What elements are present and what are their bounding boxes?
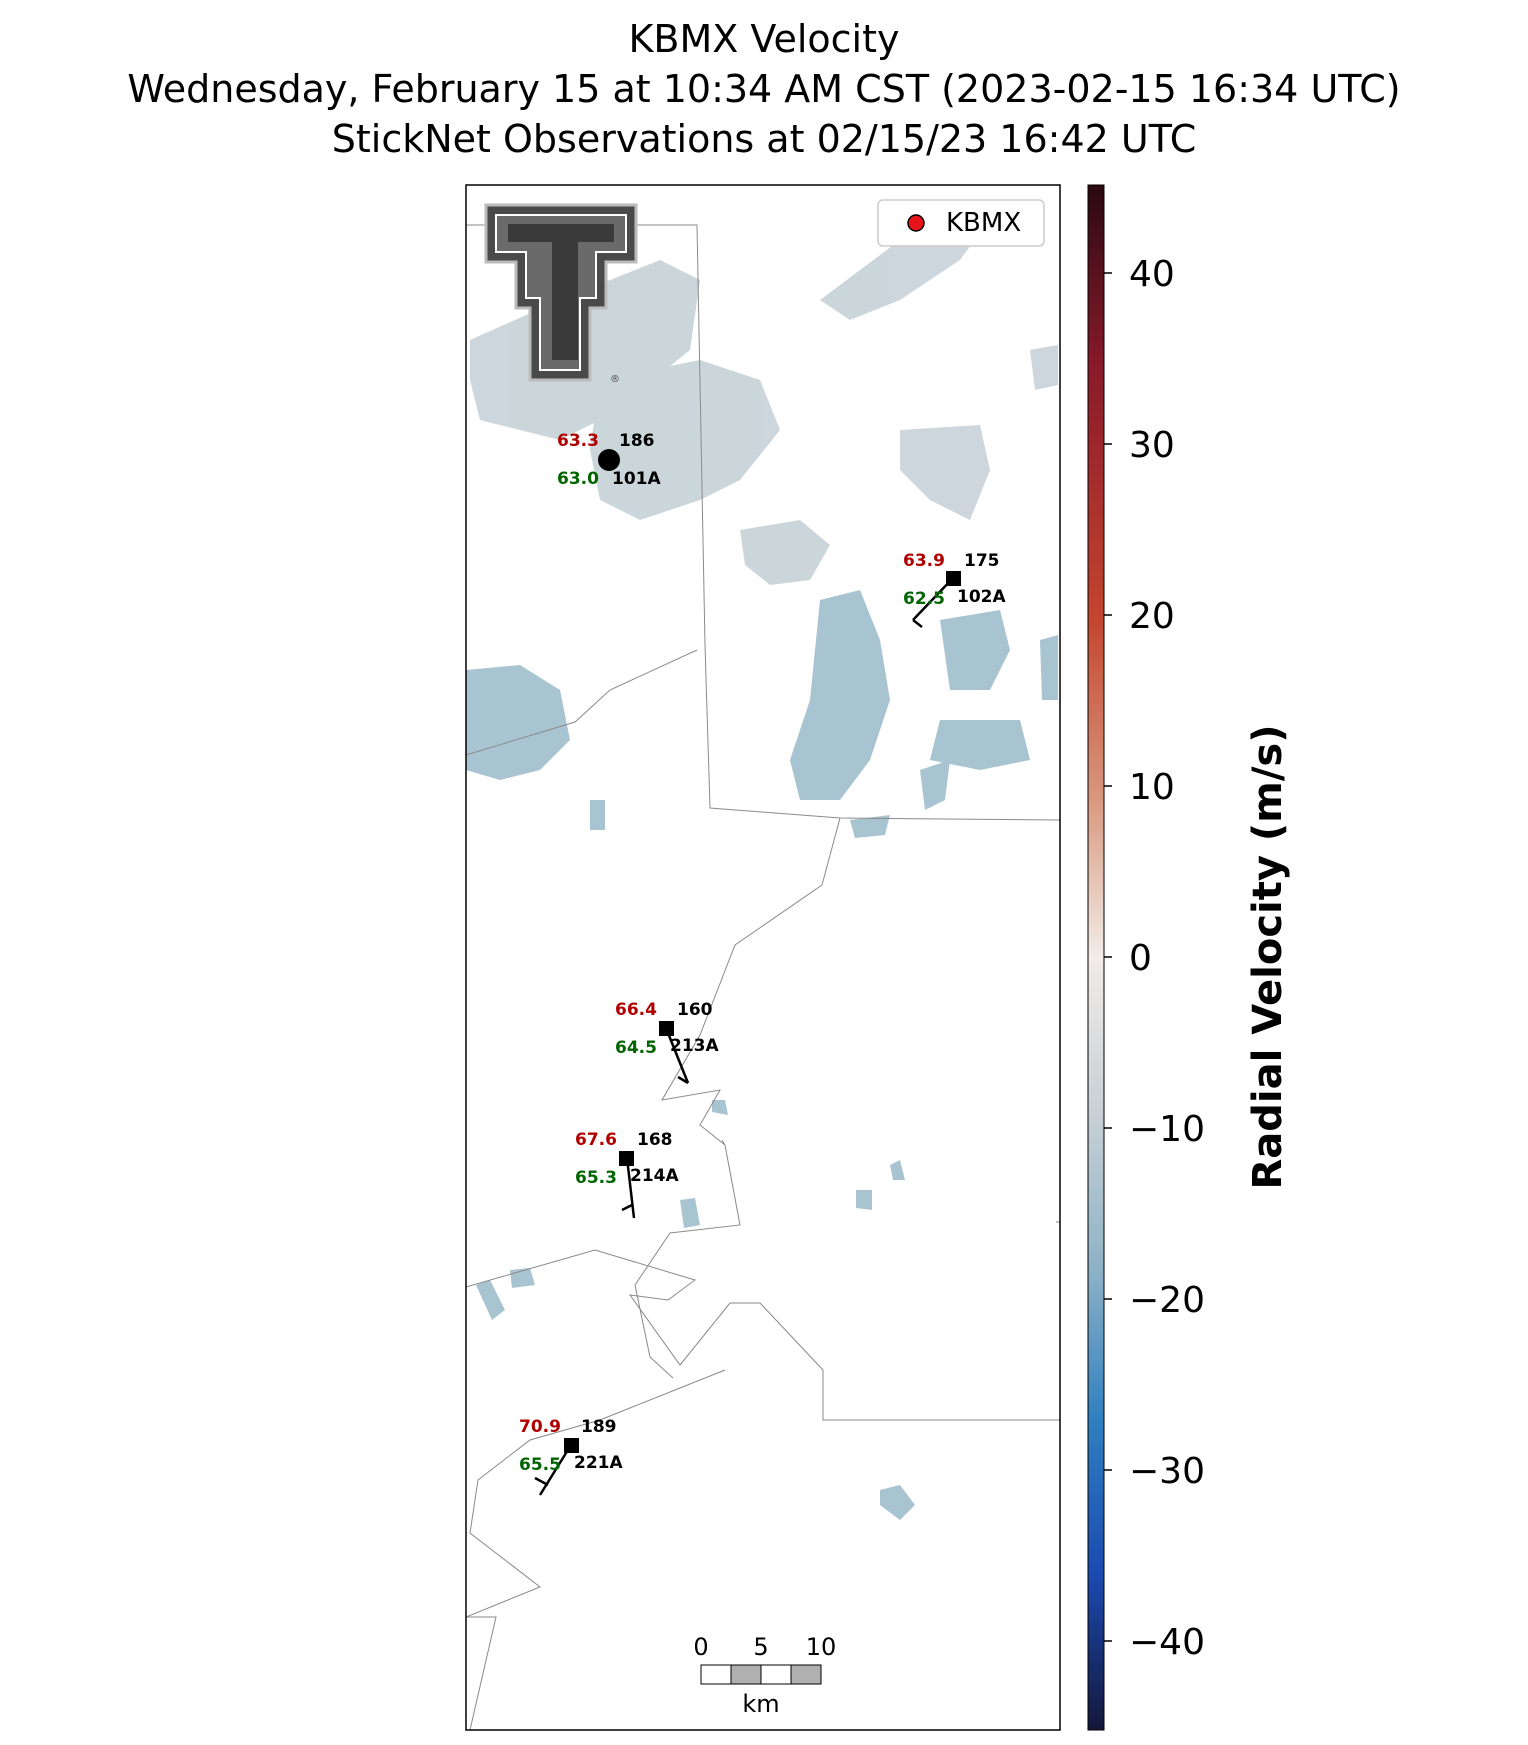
radar-site-legend-marker: [907, 214, 925, 232]
map-title: KBMX Velocity: [628, 17, 900, 61]
station-102A: 63.9 175 62.5 102A: [903, 551, 1006, 628]
map-subtitle-observations: StickNet Observations at 02/15/23 16:42 …: [331, 117, 1197, 161]
station-temperature: 70.9: [519, 1417, 561, 1437]
station-dewpoint: 62.5: [903, 589, 945, 609]
station-213A: 66.4 160 64.5 213A: [615, 1000, 719, 1085]
colorbar-tick-label: −10: [1129, 1109, 1205, 1150]
station-temperature: 66.4: [615, 1000, 657, 1020]
wind-barb: [625, 1157, 636, 1219]
colorbar-tick-label: 40: [1129, 254, 1175, 295]
colorbar-tick-label: −30: [1129, 1451, 1205, 1492]
station-temperature: 67.6: [575, 1130, 617, 1150]
scale-tick-label: 0: [693, 1633, 708, 1661]
legend-box: KBMX: [877, 199, 1045, 247]
station-id: 213A: [670, 1036, 719, 1056]
station-id: 101A: [612, 469, 661, 489]
scale-tick-label: 5: [753, 1633, 768, 1661]
wind-barb: [912, 577, 954, 621]
colorbar-tick-label: 30: [1129, 425, 1175, 466]
station-wind-direction: 175: [964, 551, 1000, 571]
wind-barb: [538, 1444, 573, 1496]
colorbar-tick-label: 0: [1129, 938, 1152, 979]
station-id: 102A: [957, 587, 1006, 607]
colorbar-tick-label: 10: [1129, 767, 1175, 808]
station-wind-direction: 168: [637, 1130, 673, 1150]
station-221A: 70.9 189 65.5 221A: [519, 1417, 623, 1496]
svg-text:®: ®: [610, 374, 620, 385]
radar-site-marker: [598, 449, 620, 471]
scale-bar: 0 5 10 km: [693, 1633, 836, 1718]
colorbar: 40 30 20 10 0 −10 −20 −30 −40 Radial Vel…: [1087, 184, 1291, 1731]
station-temperature: 63.9: [903, 551, 945, 571]
legend-label: KBMX: [946, 208, 1021, 238]
station-dewpoint: 64.5: [615, 1038, 657, 1058]
station-214A: 67.6 168 65.3 214A: [575, 1130, 679, 1219]
wind-barb: [664, 1027, 690, 1084]
station-dewpoint: 63.0: [557, 469, 599, 489]
colorbar-gradient: [1087, 184, 1105, 1731]
station-id: 221A: [574, 1453, 623, 1473]
texas-tech-double-t-logo: ®: [484, 203, 638, 385]
station-wind-direction: 189: [581, 1417, 617, 1437]
station-101A: 63.3 186 63.0 101A: [557, 431, 661, 489]
station-temperature: 63.3: [557, 431, 599, 451]
station-wind-direction: 160: [677, 1000, 713, 1020]
scale-unit: km: [742, 1690, 779, 1718]
colorbar-tick-label: −40: [1129, 1622, 1205, 1663]
colorbar-tick-label: 20: [1129, 596, 1175, 637]
scale-tick-label: 10: [806, 1633, 837, 1661]
map-subtitle-time: Wednesday, February 15 at 10:34 AM CST (…: [127, 67, 1401, 111]
county-boundaries: [466, 224, 1060, 1730]
colorbar-label: Radial Velocity (m/s): [1245, 724, 1291, 1189]
station-wind-direction: 186: [619, 431, 655, 451]
station-dewpoint: 65.3: [575, 1168, 617, 1188]
station-id: 214A: [630, 1166, 679, 1186]
colorbar-tick-label: −20: [1129, 1280, 1205, 1321]
station-dewpoint: 65.5: [519, 1455, 561, 1475]
radar-echo-layer: [466, 205, 1058, 1520]
map-frame: [465, 184, 1061, 1731]
